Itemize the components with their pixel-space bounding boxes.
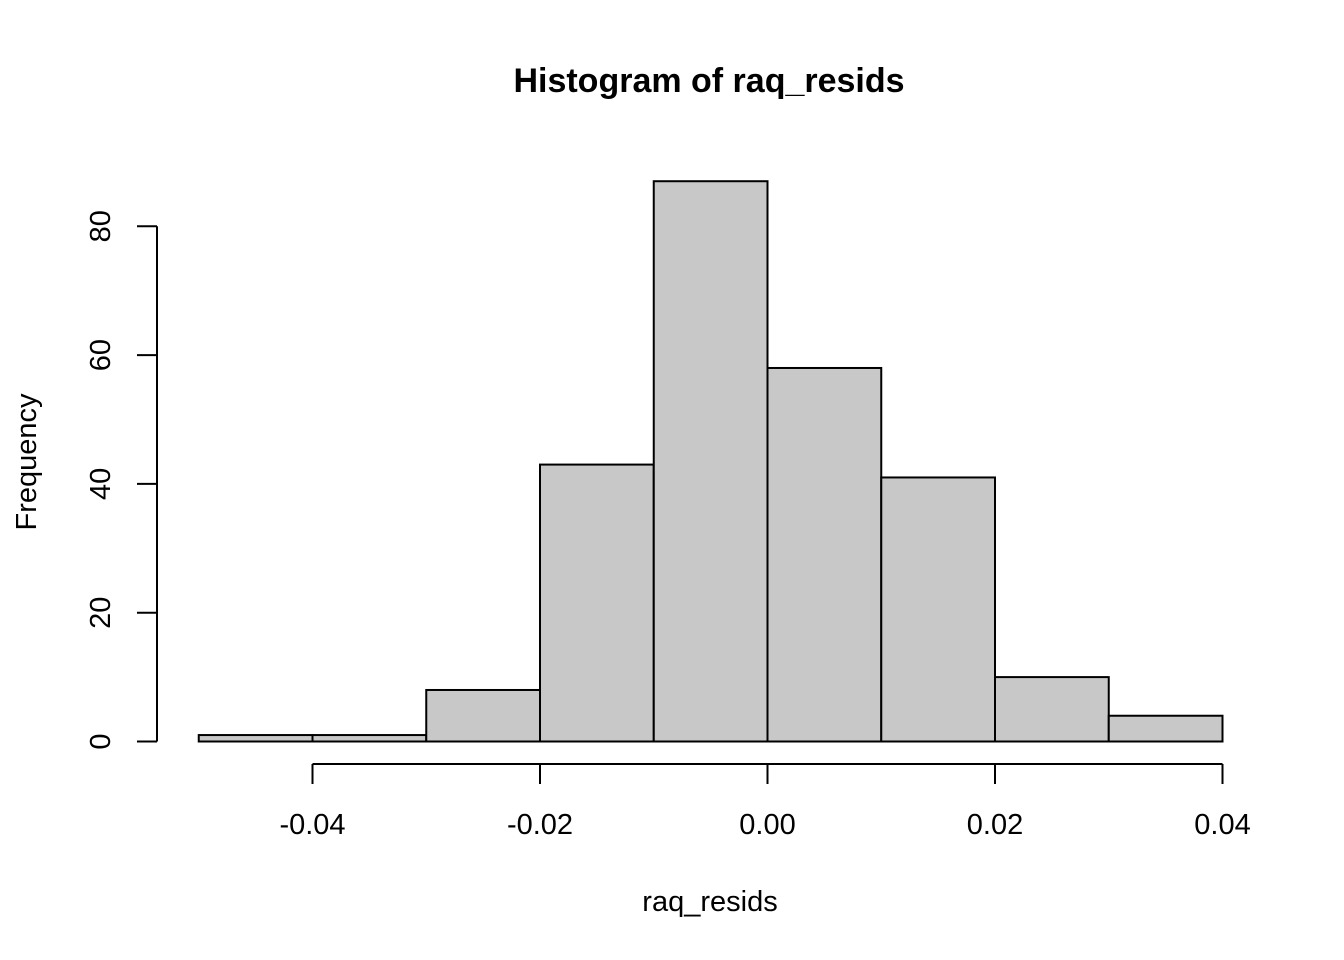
y-tick-label: 40	[85, 468, 117, 500]
histogram-bar-3	[539, 463, 655, 743]
y-tick-label: 60	[85, 339, 117, 371]
y-tick-label: 0	[85, 733, 117, 749]
x-tick-label: 0.04	[1194, 809, 1250, 841]
histogram-bar-7	[994, 676, 1110, 743]
x-axis-label: raq_resids	[642, 886, 777, 918]
histogram-bar-6	[880, 476, 996, 743]
histogram-bar-4	[652, 180, 769, 743]
histogram-bar-2	[425, 688, 541, 743]
y-axis: 0 20 40 60 80	[85, 210, 158, 750]
y-axis-label: Frequency	[11, 393, 43, 531]
y-tick-label: 80	[85, 210, 117, 242]
bars-group	[197, 180, 1224, 743]
x-tick-label: -0.02	[507, 809, 573, 841]
x-axis: -0.04 -0.02 0.00 0.02 0.04	[279, 763, 1251, 841]
histogram-bar-0	[197, 734, 314, 743]
histogram-bar-5	[766, 366, 883, 743]
chart-title: Histogram of raq_resids	[513, 62, 904, 100]
y-tick-label: 20	[85, 597, 117, 629]
histogram-bar-8	[1107, 714, 1224, 743]
x-tick-label: 0.00	[739, 809, 795, 841]
histogram-bar-1	[311, 734, 428, 743]
x-tick-label: -0.04	[279, 809, 345, 841]
x-tick-label: 0.02	[967, 809, 1023, 841]
